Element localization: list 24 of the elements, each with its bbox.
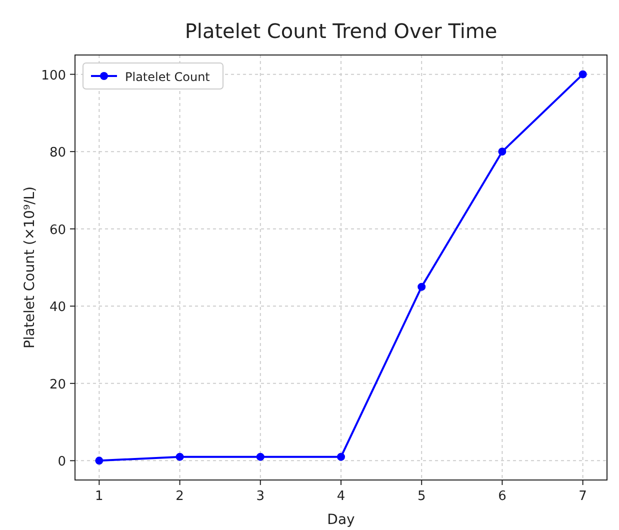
point [176, 452, 184, 461]
x-tick-label: 5 [417, 489, 426, 504]
point [337, 452, 345, 461]
legend-label: Platelet Count [125, 70, 210, 84]
chart-title: Platelet Count Trend Over Time [184, 19, 498, 43]
x-tick-label: 1 [95, 489, 104, 504]
y-tick-label: 80 [49, 146, 66, 161]
y-tick-label: 0 [58, 454, 66, 470]
x-axis-title: Day [327, 512, 355, 528]
y-tick-label: 100 [41, 68, 66, 84]
x-tick-label: 7 [578, 489, 587, 504]
x-tick-label: 2 [176, 489, 184, 504]
point [578, 70, 587, 78]
y-tick-label: 20 [49, 377, 66, 392]
point [95, 456, 104, 465]
y-tick-label: 60 [49, 222, 66, 238]
x-tick-label: 6 [498, 489, 506, 504]
point [256, 452, 264, 461]
y-axis-title: Platelet Count (×10⁹/L) [22, 186, 38, 349]
x-tick-label: 3 [256, 489, 265, 504]
point [498, 148, 506, 156]
x-tick-label: 4 [336, 489, 346, 504]
point [418, 282, 426, 291]
y-tick-label: 40 [49, 300, 66, 316]
